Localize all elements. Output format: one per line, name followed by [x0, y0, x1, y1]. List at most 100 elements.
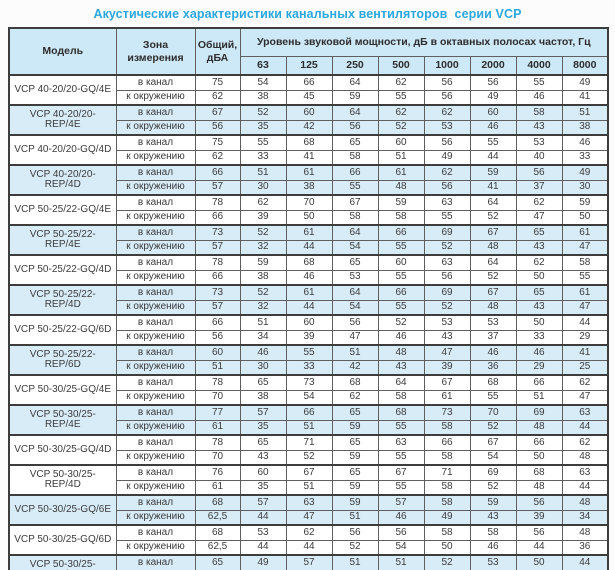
- level-125hz: 57: [285, 554, 333, 570]
- zone-surround-label: к окружению: [115, 149, 196, 166]
- header-freq-500: 500: [377, 56, 425, 76]
- level-2000hz: 64: [469, 254, 517, 271]
- zone-surround-label: к окружению: [115, 539, 196, 556]
- level-8000hz: 47: [561, 239, 609, 256]
- level-1000hz: 58: [423, 479, 471, 496]
- total-dba-value: 75: [194, 74, 241, 91]
- level-250hz: 59: [331, 419, 379, 436]
- level-8000hz: 41: [561, 89, 609, 106]
- level-125hz: 66: [285, 404, 333, 421]
- level-125hz: 51: [285, 419, 333, 436]
- zone-in-duct-label: в канал: [115, 404, 196, 421]
- model-row-surround: к окружению 61 35 51 59 55 58 52 48 44: [9, 419, 609, 436]
- model-row-in-duct: VCP 50-25/22-REP/4D в канал 73 52 61 64 66 69 67…: [8, 284, 609, 316]
- total-dba-value: 60: [194, 344, 241, 361]
- model-row-surround: к окружению 70 38 54 62 58 61 55 51 47: [9, 389, 609, 406]
- model-name: VCP 50-30/25-REP/6D: [8, 554, 117, 570]
- level-1000hz: 56: [423, 179, 471, 196]
- model-name: VCP 50-30/25-GQ/4D: [8, 434, 117, 466]
- level-2000hz: 67: [469, 434, 517, 451]
- level-125hz: 61: [285, 164, 333, 181]
- level-63hz: 60: [239, 464, 287, 481]
- zone-surround-label: к окружению: [115, 269, 196, 286]
- level-500hz: 62: [377, 104, 425, 121]
- total-dba-value: 68: [194, 494, 241, 511]
- level-500hz: 58: [377, 389, 425, 406]
- level-8000hz: 46: [561, 134, 609, 151]
- model-name: VCP 40-20/20-REP/4E: [8, 104, 117, 136]
- level-2000hz: 60: [469, 104, 517, 121]
- level-2000hz: 49: [469, 89, 517, 106]
- level-2000hz: 37: [469, 329, 517, 346]
- level-4000hz: 47: [515, 209, 563, 226]
- level-250hz: 59: [331, 89, 379, 106]
- model-name: VCP 50-30/25-GQ/6D: [8, 524, 117, 556]
- level-125hz: 39: [285, 329, 333, 346]
- level-4000hz: 68: [515, 464, 563, 481]
- zone-in-duct-label: в канал: [115, 134, 196, 151]
- level-63hz: 35: [239, 119, 287, 136]
- level-125hz: 70: [285, 194, 333, 211]
- total-dba-value: 61: [194, 479, 241, 496]
- level-63hz: 44: [239, 509, 287, 526]
- level-1000hz: 52: [423, 554, 471, 570]
- model-row-in-duct: VCP 50-30/25-REP/4D в канал 76 60 67 65 67 71 69…: [8, 464, 609, 496]
- model-row-in-duct: VCP 40-20/20-REP/4E в канал 67 52 60 64 62 62 60…: [8, 104, 609, 136]
- level-250hz: 58: [331, 149, 379, 166]
- zone-in-duct-label: в канал: [115, 374, 196, 391]
- level-4000hz: 53: [515, 134, 563, 151]
- level-1000hz: 49: [423, 149, 471, 166]
- level-1000hz: 62: [423, 104, 471, 121]
- level-250hz: 56: [331, 119, 379, 136]
- level-2000hz: 44: [469, 149, 517, 166]
- level-2000hz: 41: [469, 179, 517, 196]
- level-8000hz: 44: [561, 479, 609, 496]
- level-500hz: 52: [377, 119, 425, 136]
- level-8000hz: 38: [561, 119, 609, 136]
- level-4000hz: 48: [515, 419, 563, 436]
- level-250hz: 51: [331, 554, 379, 570]
- zone-in-duct-label: в канал: [115, 524, 196, 541]
- total-dba-value: 62,5: [194, 539, 241, 556]
- model-name: VCP 50-25/22-GQ/4D: [8, 254, 117, 286]
- page-title: Акустические характеристики канальных ве…: [93, 7, 522, 21]
- total-dba-value: 78: [194, 254, 241, 271]
- level-125hz: 42: [285, 119, 333, 136]
- model-row-surround: к окружению 62,5 44 44 52 54 50 46 44 36: [9, 539, 609, 556]
- level-250hz: 59: [331, 449, 379, 466]
- level-250hz: 65: [331, 464, 379, 481]
- level-500hz: 58: [377, 209, 425, 226]
- level-1000hz: 56: [423, 269, 471, 286]
- level-2000hz: 48: [469, 239, 517, 256]
- model-row-in-duct: VCP 50-30/25-REP/6Dв канал65495751515253…: [8, 554, 609, 570]
- level-125hz: 55: [285, 344, 333, 361]
- level-8000hz: 36: [561, 539, 609, 556]
- level-500hz: 64: [377, 374, 425, 391]
- level-1000hz: 63: [423, 194, 471, 211]
- level-63hz: 38: [239, 269, 287, 286]
- level-2000hz: 46: [469, 344, 517, 361]
- level-500hz: 55: [377, 299, 425, 316]
- zone-in-duct-label: в канал: [115, 284, 196, 301]
- level-8000hz: 44: [561, 419, 609, 436]
- level-500hz: 48: [377, 179, 425, 196]
- level-2000hz: 52: [469, 269, 517, 286]
- model-row-surround: к окружению 66 39 50 58 58 55 52 47 50: [9, 209, 609, 226]
- level-63hz: 43: [239, 449, 287, 466]
- model-row-surround: к окружению 57 30 38 55 48 56 41 37 30: [9, 179, 609, 196]
- level-500hz: 55: [377, 89, 425, 106]
- model-row-surround: к окружению 57 32 44 54 55 52 48 43 47: [9, 239, 609, 256]
- level-4000hz: 43: [515, 119, 563, 136]
- level-1000hz: 58: [423, 449, 471, 466]
- level-2000hz: 55: [469, 134, 517, 151]
- table-header: Модель Зона измерения Общий, дБА Уровень…: [8, 27, 609, 76]
- level-2000hz: 46: [469, 119, 517, 136]
- level-63hz: 33: [239, 149, 287, 166]
- level-125hz: 33: [285, 359, 333, 376]
- header-measurement-zone: Зона измерения: [115, 27, 196, 76]
- level-63hz: 32: [239, 299, 287, 316]
- level-1000hz: 55: [423, 209, 471, 226]
- model-name: VCP 40-20/20-GQ/4D: [8, 134, 117, 166]
- total-dba-value: 78: [194, 374, 241, 391]
- level-2000hz: 54: [469, 449, 517, 466]
